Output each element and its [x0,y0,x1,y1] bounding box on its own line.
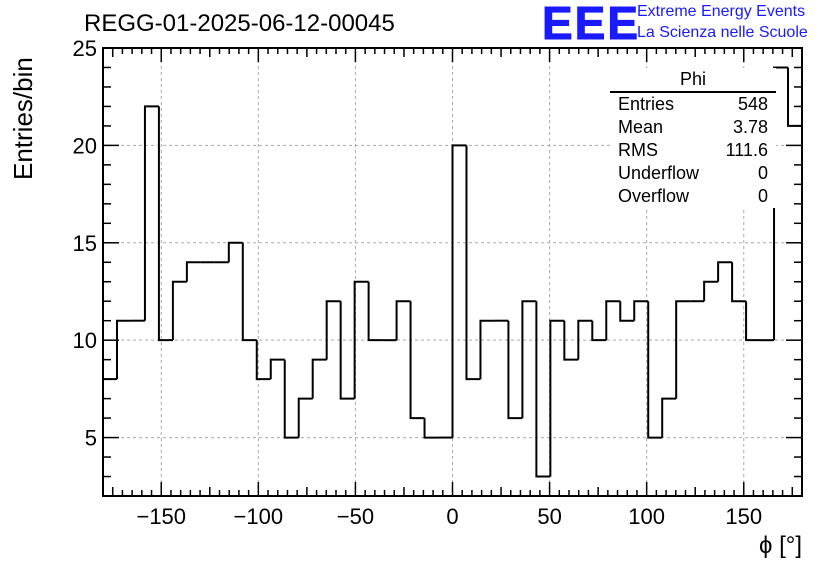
x-tick-label: 150 [725,504,762,529]
stats-row-rms: RMS 111.6 [610,139,776,162]
y-tick-label: 10 [73,328,97,353]
x-tick-label: 0 [446,504,458,529]
eee-logo-line2: La Scienza nelle Scuole [637,24,808,41]
histogram-bin [157,106,173,342]
stats-title: Phi [610,68,776,93]
histogram-bin [115,319,131,380]
y-tick-label: 20 [73,133,97,158]
x-axis-label: ϕ [°] [758,532,802,559]
histogram-bin [353,280,369,399]
histogram-bin [717,261,733,282]
histogram-bin [549,319,565,477]
y-tick-label: 25 [73,36,97,61]
y-tick-label: 15 [73,231,97,256]
stats-row-entries: Entries 548 [610,93,776,116]
histogram-bin [535,301,551,478]
eee-logo-line1: Extreme Energy Events [637,3,806,20]
histogram-bin [731,262,747,303]
x-tick-label: −50 [337,504,374,529]
stats-value: 0 [757,186,768,206]
histogram-bin [563,320,579,361]
chart-title: REGG-01-2025-06-12-00045 [84,10,395,37]
x-tick-label: −150 [136,504,186,529]
y-axis-label: Entries/bin [8,57,38,180]
histogram-bin [339,301,355,400]
stats-label: Mean [618,117,664,137]
histogram-bin [255,340,271,381]
histogram-bin [619,301,635,322]
histogram-bin [423,418,439,439]
histogram-bin [479,319,495,380]
stats-label: Underflow [618,163,700,183]
histogram-bin [325,300,341,360]
histogram-bin [409,301,425,420]
histogram-bin [521,300,537,419]
stats-row-underflow: Underflow 0 [610,162,776,185]
histogram-bin [647,301,663,439]
histogram-bin [185,261,201,282]
stats-label: RMS [618,140,658,160]
histogram-bin [297,397,313,438]
stats-box: Phi Entries 548 Mean 3.78 RMS 111.6 Unde… [610,68,776,208]
histogram-bin [367,281,383,342]
eee-logo: EEE [541,0,641,49]
histogram-bin [675,300,691,399]
histogram-bin [745,301,761,342]
stats-row-overflow: Overflow 0 [610,185,776,208]
histogram-bin [605,300,621,341]
histogram-bin [577,319,593,360]
histogram-bin [661,397,677,438]
stats-value: 111.6 [725,140,768,160]
histogram-bin [465,145,481,381]
histogram-bin [451,144,467,438]
histogram-bin [269,358,285,380]
x-tick-label: −100 [234,504,284,529]
histogram-bin [283,359,299,439]
x-tick-label: 100 [628,504,665,529]
histogram-bin [591,320,607,342]
histogram-bin [311,358,327,399]
histogram-bin [395,300,411,341]
stats-value: 3.78 [732,117,768,137]
histogram-bin [227,241,243,263]
stats-value: 0 [757,163,768,183]
histogram-bin [703,280,719,302]
stats-row-mean: Mean 3.78 [610,116,776,139]
histogram-bin [773,66,789,341]
stats-label: Entries [618,94,675,114]
histogram-bin [633,300,649,321]
histogram-bin [143,105,159,321]
y-tick-label: 5 [85,426,97,451]
histogram-bin [787,67,802,127]
histogram-bin [241,242,257,342]
stats-label: Overflow [618,186,690,206]
histogram-bin [171,280,187,341]
x-tick-label: 50 [537,504,561,529]
histogram-bin [507,320,523,420]
stats-value: 548 [737,94,768,114]
